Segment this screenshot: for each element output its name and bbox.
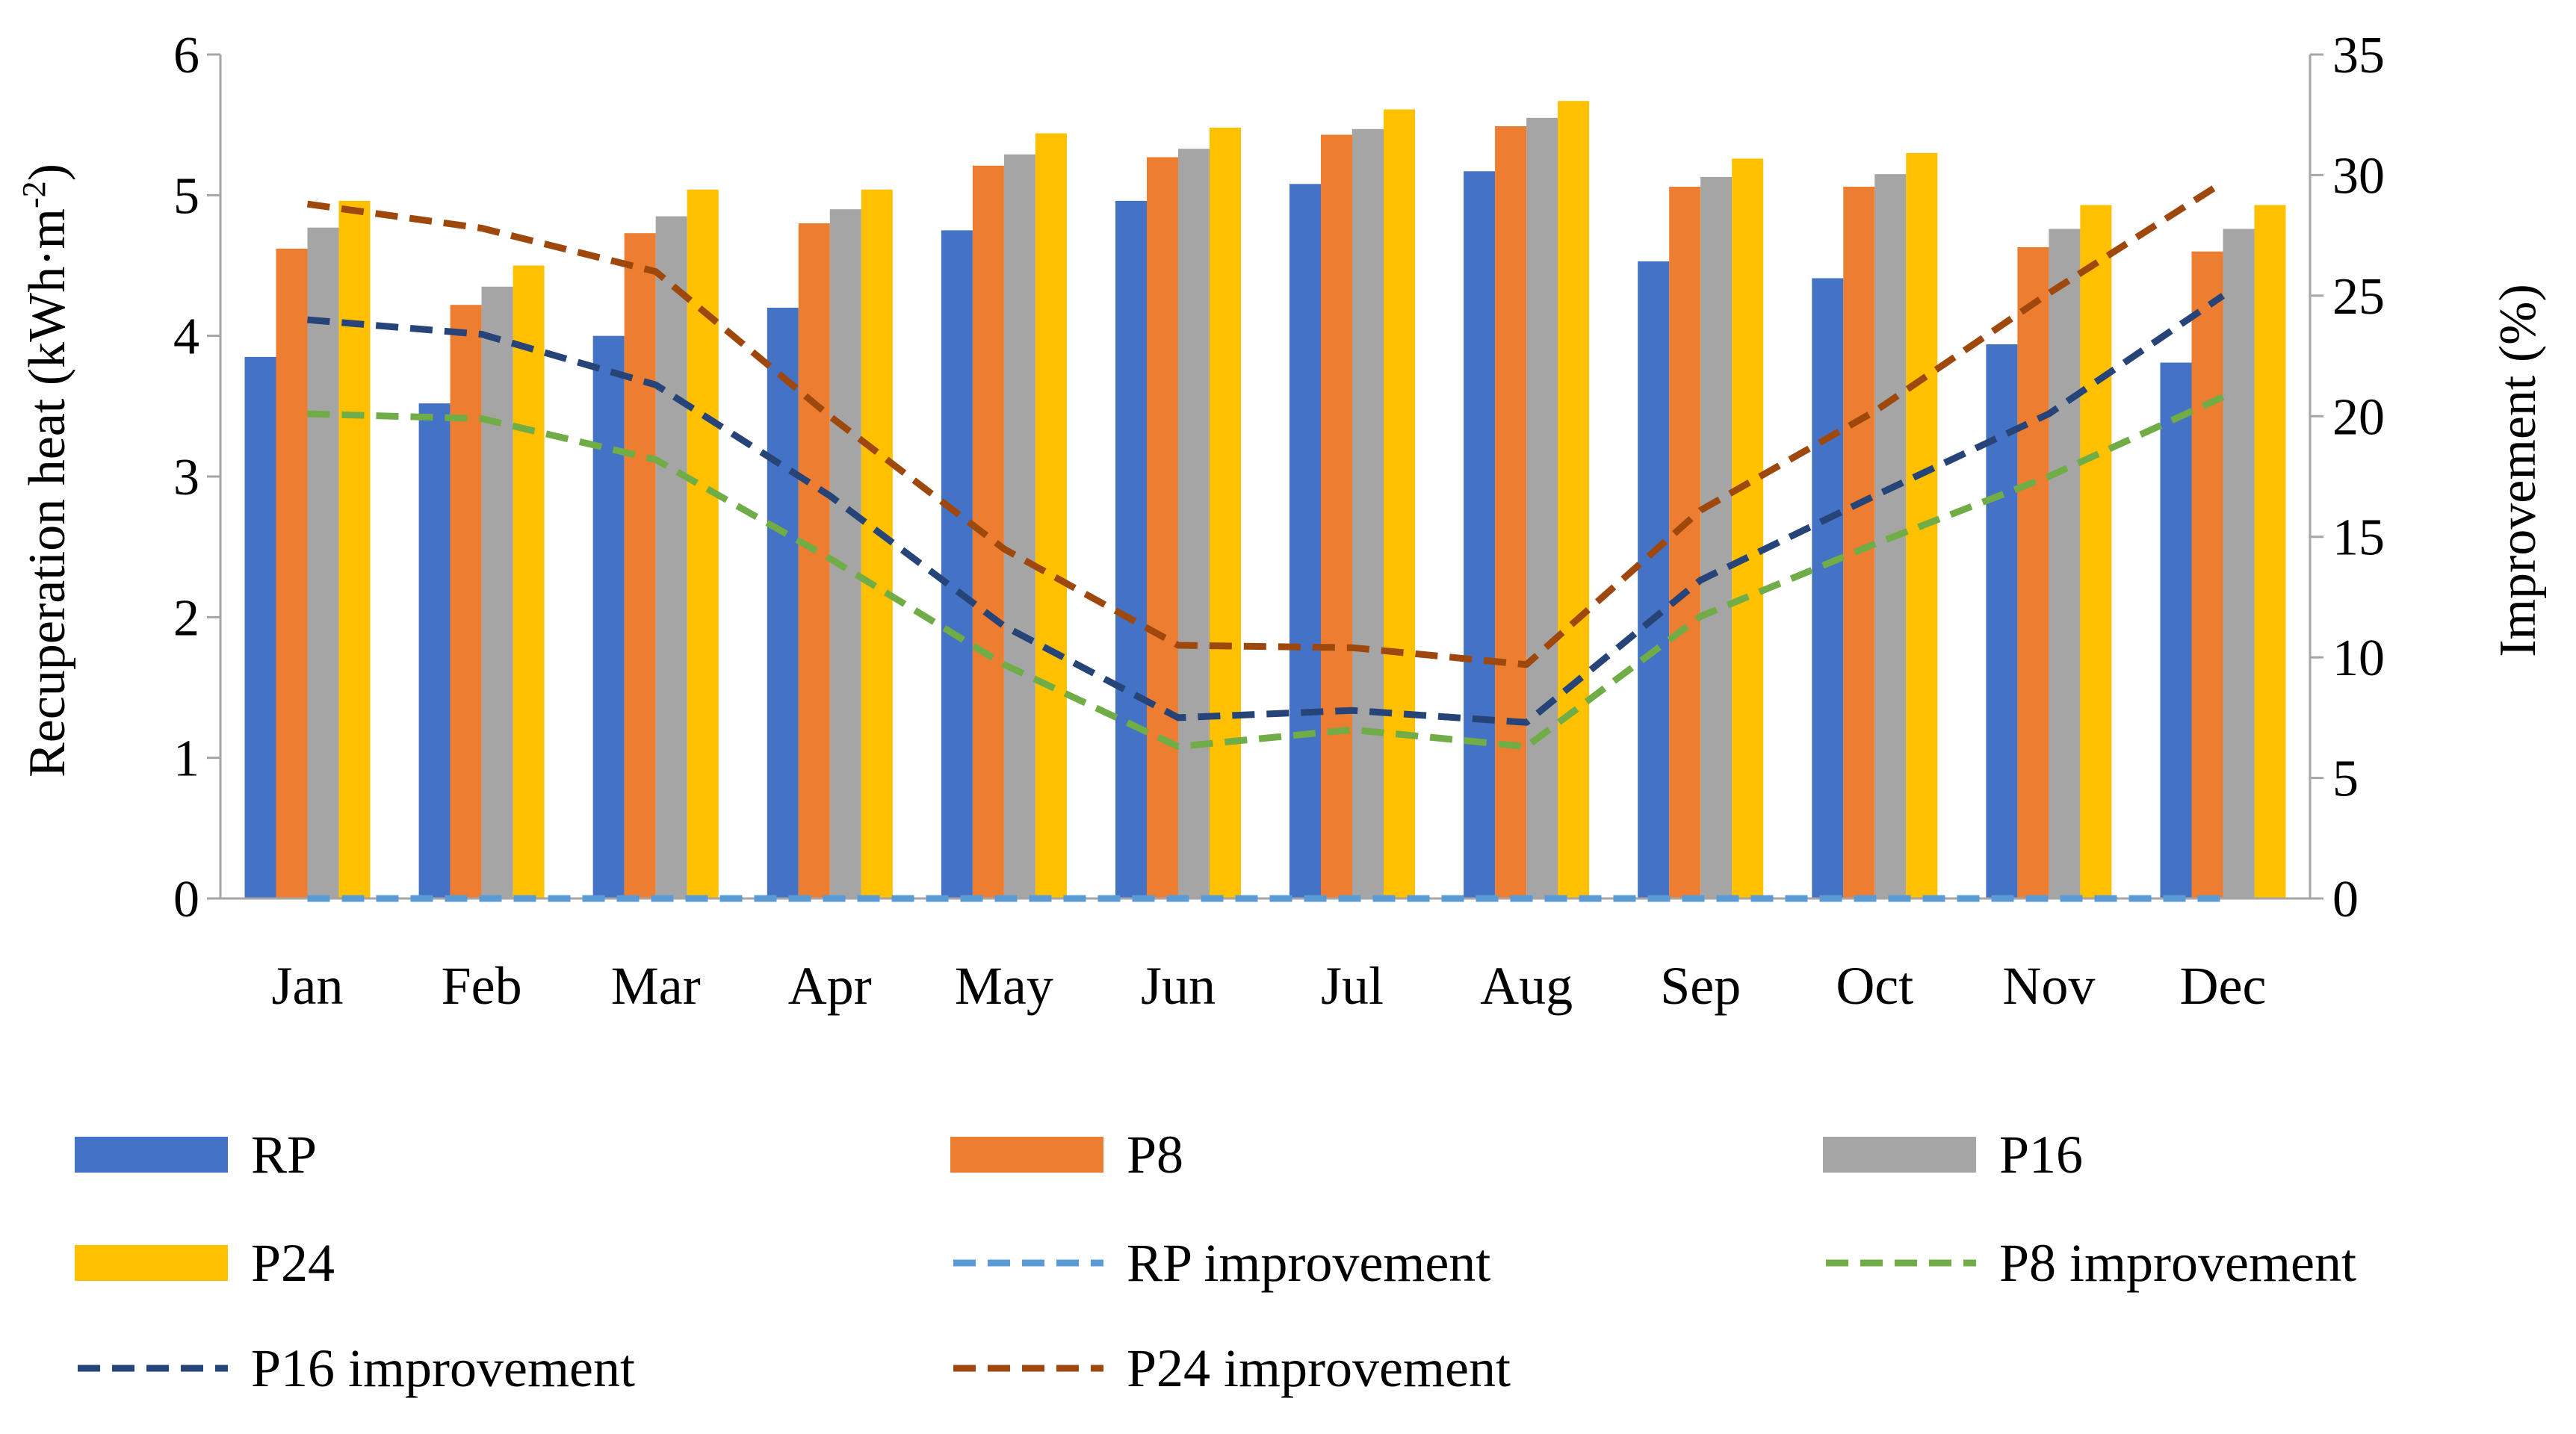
bar-p24-nov [2080,205,2112,898]
bar-p16-jun [1178,149,1210,898]
line-p8-improvement [307,394,2225,751]
labels-layer: Recuperation heat (kWh·m-2) Improvement … [16,164,2547,777]
y2-tick-label-5: 5 [2332,751,2359,808]
y2-axis-label: Improvement (%) [2489,284,2547,657]
axes-layer: 0 1 2 3 4 5 6 0 5 10 15 20 25 30 35 Jan Feb Mar Apr May Jun J… [173,27,2385,1016]
bar-p24-feb [513,265,545,898]
bar-rp-jan [244,356,276,898]
x-tick-label-oct: Oct [1836,956,1913,1016]
bar-rp-may [941,230,973,898]
bar-p8-sep [1669,187,1701,898]
y-tick-label-3: 3 [173,449,199,506]
y-axis-label-main: Recuperation heat (kWh·m [19,208,76,777]
bar-p16-nov [2049,229,2081,898]
x-tick-label-dec: Dec [2180,956,2267,1016]
y-tick-label-6: 6 [173,27,199,84]
y-axis-label: Recuperation heat (kWh·m-2) [16,164,76,777]
y-tick-label-4: 4 [173,308,199,366]
y2-tick-label-20: 20 [2332,388,2385,446]
bar-p8-jan [276,248,308,898]
y2-tick-label-25: 25 [2332,268,2385,326]
x-tick-label-jun: Jun [1141,956,1216,1016]
bars-layer [244,101,2286,899]
bar-rp-oct [1812,278,1844,898]
bar-p8-apr [798,223,830,898]
bar-p8-feb [450,305,482,898]
bar-p16-mar [655,216,687,899]
x-tick-label-mar: Mar [611,956,701,1016]
bar-p16-aug [1526,117,1558,899]
y-tick-label-5: 5 [173,167,199,225]
line-p24-improvement [306,179,2225,668]
x-tick-label-may: May [955,956,1053,1016]
x-tick-label-nov: Nov [2002,956,2095,1016]
bar-rp-nov [1986,344,2018,898]
bar-p16-apr [829,209,861,898]
y-tick-label-0: 0 [173,871,199,928]
bar-p8-jul [1321,134,1352,898]
x-tick-label-aug: Aug [1480,956,1573,1016]
bar-p24-jan [338,200,371,898]
legend-label-rp-improvement: RP improvement [1127,1233,1490,1293]
bar-rp-dec [2160,362,2192,898]
bar-p24-apr [861,189,893,899]
bar-p8-dec [2191,251,2223,898]
bar-p24-jul [1384,109,1415,898]
bar-p24-mar [687,189,719,899]
bar-rp-feb [418,403,451,898]
x-tick-label-feb: Feb [442,956,522,1016]
bar-p24-dec [2254,205,2286,898]
legend-label-p24: P24 [251,1233,335,1293]
bar-p16-dec [2223,229,2255,898]
y2-tick-label-35: 35 [2332,27,2385,84]
y2-tick-label-10: 10 [2332,630,2385,687]
bar-p24-sep [1732,158,1764,898]
x-tick-label-sep: Sep [1660,956,1741,1016]
legend-label-rp: RP [251,1125,317,1185]
legend-swatch-p8 [950,1137,1103,1173]
legend-swatch-p16 [1823,1137,1976,1173]
y2-tick-label-15: 15 [2332,509,2385,567]
legend-swatch-p24 [75,1245,228,1281]
y-tick-label-2: 2 [173,589,199,647]
lines-layer [306,179,2226,902]
bar-rp-sep [1638,261,1670,898]
legend-label-p24-improvement: P24 improvement [1127,1338,1511,1398]
legend-label-p8-improvement: P8 improvement [1999,1233,2356,1293]
bar-p16-jul [1352,128,1384,898]
bar-p24-jun [1210,127,1241,898]
bar-p8-nov [2017,247,2049,898]
legend-label-p16: P16 [1999,1125,2083,1185]
legend-label-p16-improvement: P16 improvement [251,1338,635,1398]
bar-rp-aug [1464,171,1496,899]
bar-p8-jun [1147,157,1178,898]
bar-rp-jun [1115,200,1147,898]
bar-p8-mar [624,233,656,898]
legend: RP P8 P16 P24 RP improvement P8 improvement P1… [75,1125,2356,1398]
bar-rp-mar [592,335,625,898]
bar-p16-may [1003,154,1035,898]
bar-p24-may [1035,133,1067,898]
y-tick-label-1: 1 [173,730,199,788]
y2-tick-label-0: 0 [2332,871,2359,928]
y-axis-label-end: ) [19,164,76,181]
x-tick-label-jul: Jul [1321,956,1384,1016]
bar-p24-aug [1558,101,1590,899]
legend-swatch-rp [75,1137,228,1173]
y2-tick-label-30: 30 [2332,147,2385,205]
bar-p16-sep [1700,176,1733,898]
bar-p8-aug [1495,126,1527,898]
legend-label-p8: P8 [1127,1125,1183,1185]
x-tick-label-jan: Jan [272,956,344,1016]
line-p16-improvement [307,293,2226,726]
y-axis-label-superscript: -2 [16,181,52,208]
bar-rp-apr [767,308,799,898]
bar-p16-feb [481,286,513,899]
bar-rp-jul [1289,184,1321,899]
x-tick-label-apr: Apr [788,956,872,1016]
bar-p16-jan [307,227,339,898]
